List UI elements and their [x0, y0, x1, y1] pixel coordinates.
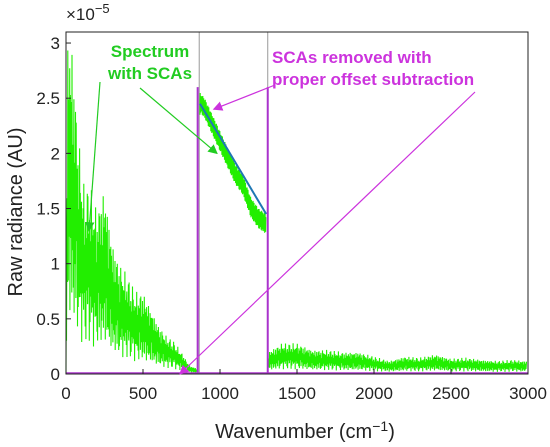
y-tick-label-6: 3 — [51, 34, 60, 53]
x-tick-label-2: 1000 — [201, 384, 239, 403]
corrected-line-segment-0 — [199, 103, 268, 215]
y-tick-label-1: 0.5 — [36, 310, 60, 329]
x-tick-label-4: 2000 — [355, 384, 393, 403]
y-exponent-sup: −5 — [95, 1, 110, 16]
x-axis-label-main: Wavenumber (cm — [215, 421, 372, 443]
purple-arrow-1 — [179, 91, 476, 375]
spectrum-line-segment-0 — [65, 50, 198, 374]
purple-arrow-0 — [212, 84, 276, 111]
y-exponent-base: ×10 — [66, 5, 95, 24]
plot-area — [65, 32, 528, 375]
y-exponent-label: ×10−5 — [66, 1, 110, 24]
x-tick-label-0: 0 — [61, 384, 70, 403]
y-tick-label-2: 1 — [51, 255, 60, 274]
annotation-green-line-0: Spectrum — [111, 42, 189, 61]
x-axis-label: Wavenumber (cm−1) — [215, 418, 395, 443]
y-tick-label-0: 0 — [51, 365, 60, 384]
green-arrow-1 — [139, 87, 218, 155]
ticks: 0 500 1000 1500 2000 2500 3000 0 0.5 1 1.5 2 2.5 3 — [36, 34, 547, 403]
x-tick-label-6: 3000 — [509, 384, 547, 403]
y-axis-label: Raw radiance (AU) — [5, 128, 27, 297]
green-arrow-0 — [84, 81, 101, 232]
x-tick-label-1: 500 — [129, 384, 157, 403]
y-tick-label-3: 1.5 — [36, 200, 60, 219]
x-tick-label-5: 2500 — [432, 384, 470, 403]
spectrum-line-segment-1 — [199, 92, 267, 233]
spectrum-line-segment-2 — [267, 343, 528, 375]
y-tick-label-5: 2.5 — [36, 89, 60, 108]
annotation-purple-line-0: SCAs removed with — [272, 48, 432, 67]
annotation-purple-line-1: proper offset subtraction — [272, 70, 474, 89]
annotation-green-line-1: with SCAs — [107, 64, 192, 83]
x-axis-label-close: ) — [388, 421, 395, 443]
x-tick-label-3: 1500 — [278, 384, 316, 403]
y-tick-label-4: 2 — [51, 144, 60, 163]
annotations: Spectrum with SCAs SCAs removed with proper… — [84, 42, 476, 375]
x-axis-label-sup: −1 — [372, 418, 388, 434]
